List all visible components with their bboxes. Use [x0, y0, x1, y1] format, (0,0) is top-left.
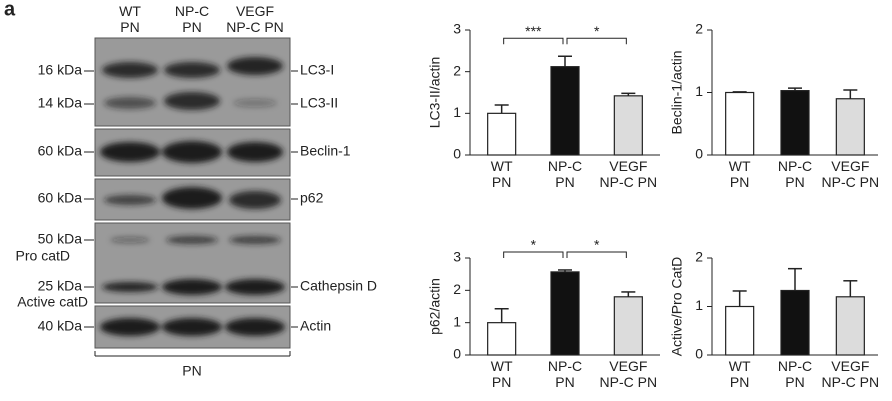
y-tick-label: 2: [453, 62, 461, 78]
band-label: p62: [300, 190, 324, 206]
bar: [613, 296, 643, 356]
bar: [487, 112, 517, 156]
x-tick-label: VEGF NP-C PN: [599, 158, 658, 190]
bar: [780, 90, 810, 156]
marker: 60 kDa: [38, 143, 83, 159]
bar: [613, 95, 643, 156]
y-tick-label: 0: [453, 346, 461, 362]
significance-bracket: [503, 37, 564, 45]
marker: Pro catD: [16, 248, 70, 264]
x-tick-label: VEGF NP-C PN: [599, 358, 658, 390]
y-tick-label: 3: [453, 249, 461, 265]
x-tick-label: WT PN: [728, 358, 751, 390]
y-tick-label: 1: [695, 83, 703, 99]
bar: [725, 91, 755, 156]
x-tick-label: NP-C PN: [547, 158, 583, 190]
y-tick-label: 2: [453, 281, 461, 297]
y-axis-label: Active/Pro CatD: [669, 257, 685, 357]
y-tick-label: 0: [695, 146, 703, 162]
y-tick-label: 1: [695, 297, 703, 313]
marker: 16 kDa: [38, 62, 83, 78]
lane-label: WT PN: [119, 3, 141, 35]
y-tick-label: 2: [695, 249, 703, 265]
x-tick-label: VEGF NP-C PN: [821, 358, 880, 390]
lane-label: NP-C PN: [174, 3, 210, 35]
y-tick-label: 2: [695, 21, 703, 37]
marker: 14 kDa: [38, 95, 83, 111]
bar: [550, 66, 580, 156]
lane-label: VEGF NP-C PN: [226, 3, 284, 35]
x-tick-label: VEGF NP-C PN: [821, 158, 880, 190]
bar: [835, 98, 865, 156]
x-tick-label: WT PN: [490, 158, 513, 190]
x-tick-label: WT PN: [490, 358, 513, 390]
x-tick-label: NP-C PN: [777, 158, 813, 190]
y-axis-label: p62/actin: [427, 278, 443, 335]
x-tick-label: NP-C PN: [547, 358, 583, 390]
blot-bands: [100, 57, 285, 336]
marker-ticks: [84, 70, 298, 357]
markers: 16 kDa 14 kDa 60 kDa 60 kDa 50 kDa Pro c…: [16, 62, 88, 334]
panel-label: a: [4, 0, 16, 20]
band-label: LC3-I: [300, 62, 334, 78]
bar: [835, 296, 865, 356]
y-axis-label: Beclin-1/actin: [669, 50, 685, 134]
y-tick-label: 3: [453, 21, 461, 37]
y-tick-label: 0: [453, 146, 461, 162]
band-label: Actin: [300, 318, 331, 334]
significance-label: *: [531, 237, 537, 253]
band-label: Beclin-1: [300, 143, 351, 159]
blot-footer: PN: [182, 363, 201, 379]
band-label: LC3-II: [300, 95, 338, 111]
bar: [487, 322, 517, 356]
y-axis-label: LC3-II/actin: [427, 57, 443, 129]
significance-bracket: [566, 251, 627, 258]
marker: Active catD: [17, 294, 88, 310]
bar: [725, 305, 755, 356]
marker: 50 kDa: [38, 231, 83, 247]
significance-label: ***: [525, 23, 542, 39]
significance-bracket: [566, 37, 627, 45]
significance-bracket: [503, 251, 564, 258]
significance-label: *: [594, 237, 600, 253]
band-label: Cathepsin D: [300, 278, 377, 294]
y-tick-label: 1: [453, 313, 461, 329]
bar: [550, 271, 580, 356]
x-tick-label: NP-C PN: [777, 358, 813, 390]
y-tick-label: 1: [453, 104, 461, 120]
marker: 60 kDa: [38, 190, 83, 206]
bar: [780, 289, 810, 356]
marker: 25 kDa: [38, 278, 83, 294]
significance-label: *: [594, 23, 600, 39]
y-tick-label: 0: [695, 346, 703, 362]
marker: 40 kDa: [38, 318, 83, 334]
band-labels: LC3-I LC3-II Beclin-1 p62 Cathepsin D Ac…: [300, 62, 377, 334]
x-tick-label: WT PN: [728, 158, 751, 190]
